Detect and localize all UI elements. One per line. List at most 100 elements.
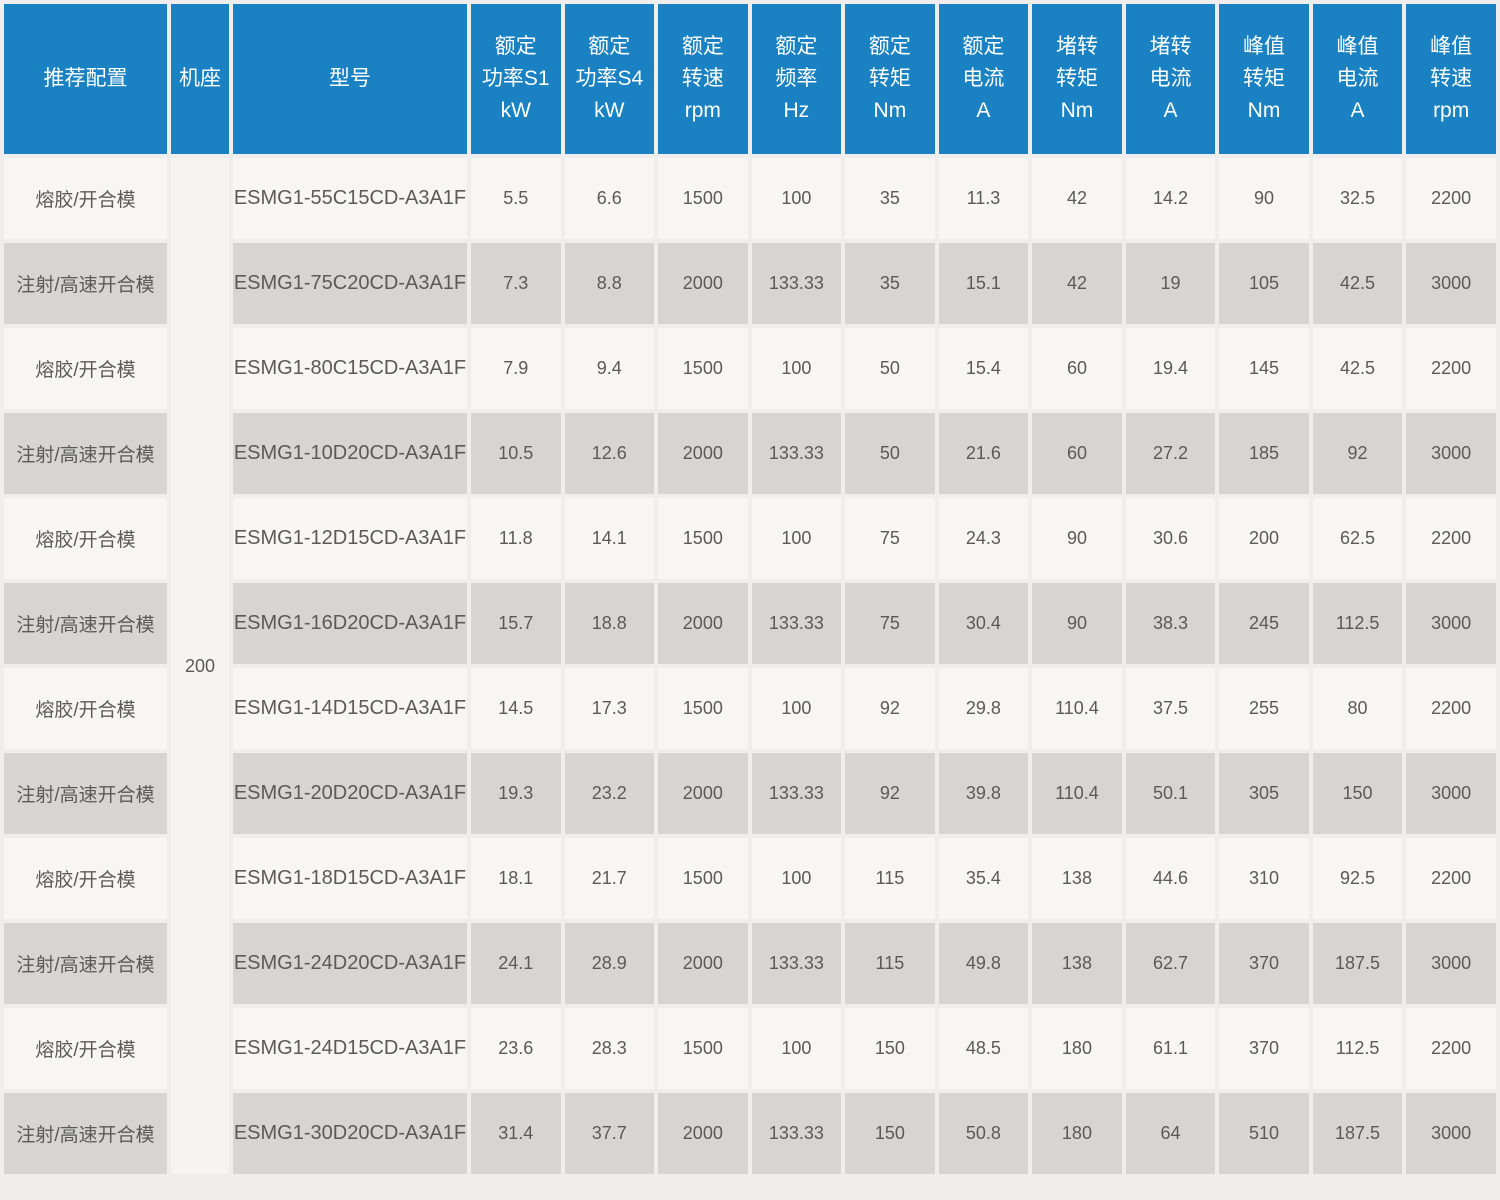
model-cell: ESMG1-10D20CD-A3A1F bbox=[233, 413, 467, 494]
value-cell: 310 bbox=[1219, 838, 1309, 919]
value-cell: 305 bbox=[1219, 753, 1309, 834]
value-cell: 2200 bbox=[1406, 838, 1496, 919]
value-cell: 15.7 bbox=[471, 583, 561, 664]
value-cell: 28.9 bbox=[564, 923, 655, 1004]
value-cell: 75 bbox=[845, 498, 935, 579]
value-cell: 1500 bbox=[658, 668, 748, 749]
frame-size-cell: 200 bbox=[171, 158, 229, 1174]
value-cell: 115 bbox=[845, 838, 935, 919]
header-peak-torque: 峰值 转矩 Nm bbox=[1219, 4, 1309, 154]
value-cell: 370 bbox=[1219, 923, 1309, 1004]
config-cell: 熔胶/开合模 bbox=[4, 838, 167, 919]
value-cell: 133.33 bbox=[751, 753, 842, 834]
model-cell: ESMG1-24D20CD-A3A1F bbox=[233, 923, 467, 1004]
value-cell: 31.4 bbox=[471, 1093, 561, 1174]
value-cell: 2000 bbox=[658, 923, 748, 1004]
header-model: 型号 bbox=[233, 4, 467, 154]
value-cell: 92 bbox=[845, 753, 935, 834]
config-cell: 熔胶/开合模 bbox=[4, 158, 167, 239]
value-cell: 105 bbox=[1219, 243, 1309, 324]
value-cell: 145 bbox=[1219, 328, 1309, 409]
value-cell: 10.5 bbox=[471, 413, 561, 494]
model-cell: ESMG1-80C15CD-A3A1F bbox=[233, 328, 467, 409]
value-cell: 3000 bbox=[1406, 923, 1496, 1004]
value-cell: 150 bbox=[845, 1008, 935, 1089]
table-row: 熔胶/开合模 200 ESMG1-55C15CD-A3A1F 5.5 6.6 1… bbox=[4, 158, 1496, 1174]
value-cell: 37.5 bbox=[1125, 668, 1216, 749]
value-cell: 38.3 bbox=[1125, 583, 1216, 664]
value-cell: 19.3 bbox=[471, 753, 561, 834]
value-cell: 23.2 bbox=[564, 753, 655, 834]
value-cell: 75 bbox=[845, 583, 935, 664]
value-cell: 2000 bbox=[658, 583, 748, 664]
value-cell: 115 bbox=[845, 923, 935, 1004]
value-cell: 1500 bbox=[658, 838, 748, 919]
value-cell: 133.33 bbox=[751, 243, 842, 324]
value-cell: 180 bbox=[1032, 1093, 1122, 1174]
value-cell: 112.5 bbox=[1312, 583, 1403, 664]
value-cell: 62.5 bbox=[1312, 498, 1403, 579]
config-cell: 注射/高速开合模 bbox=[4, 753, 167, 834]
header-rated-frequency: 额定 频率 Hz bbox=[751, 4, 842, 154]
value-cell: 30.6 bbox=[1125, 498, 1216, 579]
value-cell: 100 bbox=[751, 158, 842, 239]
value-cell: 90 bbox=[1032, 498, 1122, 579]
value-cell: 2200 bbox=[1406, 158, 1496, 239]
value-cell: 19 bbox=[1125, 243, 1216, 324]
value-cell: 21.6 bbox=[938, 413, 1029, 494]
value-cell: 28.3 bbox=[564, 1008, 655, 1089]
value-cell: 42.5 bbox=[1312, 243, 1403, 324]
value-cell: 32.5 bbox=[1312, 158, 1403, 239]
config-cell: 熔胶/开合模 bbox=[4, 1008, 167, 1089]
value-cell: 42 bbox=[1032, 243, 1122, 324]
model-cell: ESMG1-12D15CD-A3A1F bbox=[233, 498, 467, 579]
table-row: 注射/高速开合模 ESMG1-24D20CD-A3A1F 24.1 28.9 2… bbox=[4, 923, 1496, 1004]
table-row: 注射/高速开合模 ESMG1-16D20CD-A3A1F 15.7 18.8 2… bbox=[4, 583, 1496, 664]
value-cell: 5.5 bbox=[471, 158, 561, 239]
value-cell: 92 bbox=[845, 668, 935, 749]
value-cell: 39.8 bbox=[938, 753, 1029, 834]
value-cell: 19.4 bbox=[1125, 328, 1216, 409]
value-cell: 133.33 bbox=[751, 413, 842, 494]
config-cell: 注射/高速开合模 bbox=[4, 243, 167, 324]
header-rated-speed: 额定 转速 rpm bbox=[658, 4, 748, 154]
table-row: 注射/高速开合模 ESMG1-10D20CD-A3A1F 10.5 12.6 2… bbox=[4, 413, 1496, 494]
header-stall-torque: 堵转 转矩 Nm bbox=[1032, 4, 1122, 154]
value-cell: 15.1 bbox=[938, 243, 1029, 324]
value-cell: 62.7 bbox=[1125, 923, 1216, 1004]
value-cell: 80 bbox=[1312, 668, 1403, 749]
header-rated-power-s4: 额定 功率S4 kW bbox=[564, 4, 655, 154]
config-cell: 熔胶/开合模 bbox=[4, 668, 167, 749]
table-row: 熔胶/开合模 ESMG1-18D15CD-A3A1F 18.1 21.7 150… bbox=[4, 838, 1496, 919]
value-cell: 100 bbox=[751, 498, 842, 579]
value-cell: 510 bbox=[1219, 1093, 1309, 1174]
value-cell: 8.8 bbox=[564, 243, 655, 324]
value-cell: 2000 bbox=[658, 243, 748, 324]
value-cell: 18.8 bbox=[564, 583, 655, 664]
model-cell: ESMG1-18D15CD-A3A1F bbox=[233, 838, 467, 919]
value-cell: 138 bbox=[1032, 838, 1122, 919]
value-cell: 133.33 bbox=[751, 1093, 842, 1174]
value-cell: 2200 bbox=[1406, 498, 1496, 579]
value-cell: 2200 bbox=[1406, 668, 1496, 749]
value-cell: 200 bbox=[1219, 498, 1309, 579]
value-cell: 35 bbox=[845, 158, 935, 239]
value-cell: 112.5 bbox=[1312, 1008, 1403, 1089]
value-cell: 3000 bbox=[1406, 753, 1496, 834]
header-peak-speed: 峰值 转速 rpm bbox=[1406, 4, 1496, 154]
config-cell: 注射/高速开合模 bbox=[4, 413, 167, 494]
value-cell: 3000 bbox=[1406, 583, 1496, 664]
value-cell: 14.5 bbox=[471, 668, 561, 749]
value-cell: 255 bbox=[1219, 668, 1309, 749]
value-cell: 24.1 bbox=[471, 923, 561, 1004]
config-cell: 注射/高速开合模 bbox=[4, 1093, 167, 1174]
value-cell: 1500 bbox=[658, 1008, 748, 1089]
value-cell: 133.33 bbox=[751, 583, 842, 664]
header-rated-current: 额定 电流 A bbox=[938, 4, 1029, 154]
value-cell: 180 bbox=[1032, 1008, 1122, 1089]
value-cell: 2000 bbox=[658, 1093, 748, 1174]
value-cell: 185 bbox=[1219, 413, 1309, 494]
value-cell: 50.8 bbox=[938, 1093, 1029, 1174]
value-cell: 90 bbox=[1219, 158, 1309, 239]
